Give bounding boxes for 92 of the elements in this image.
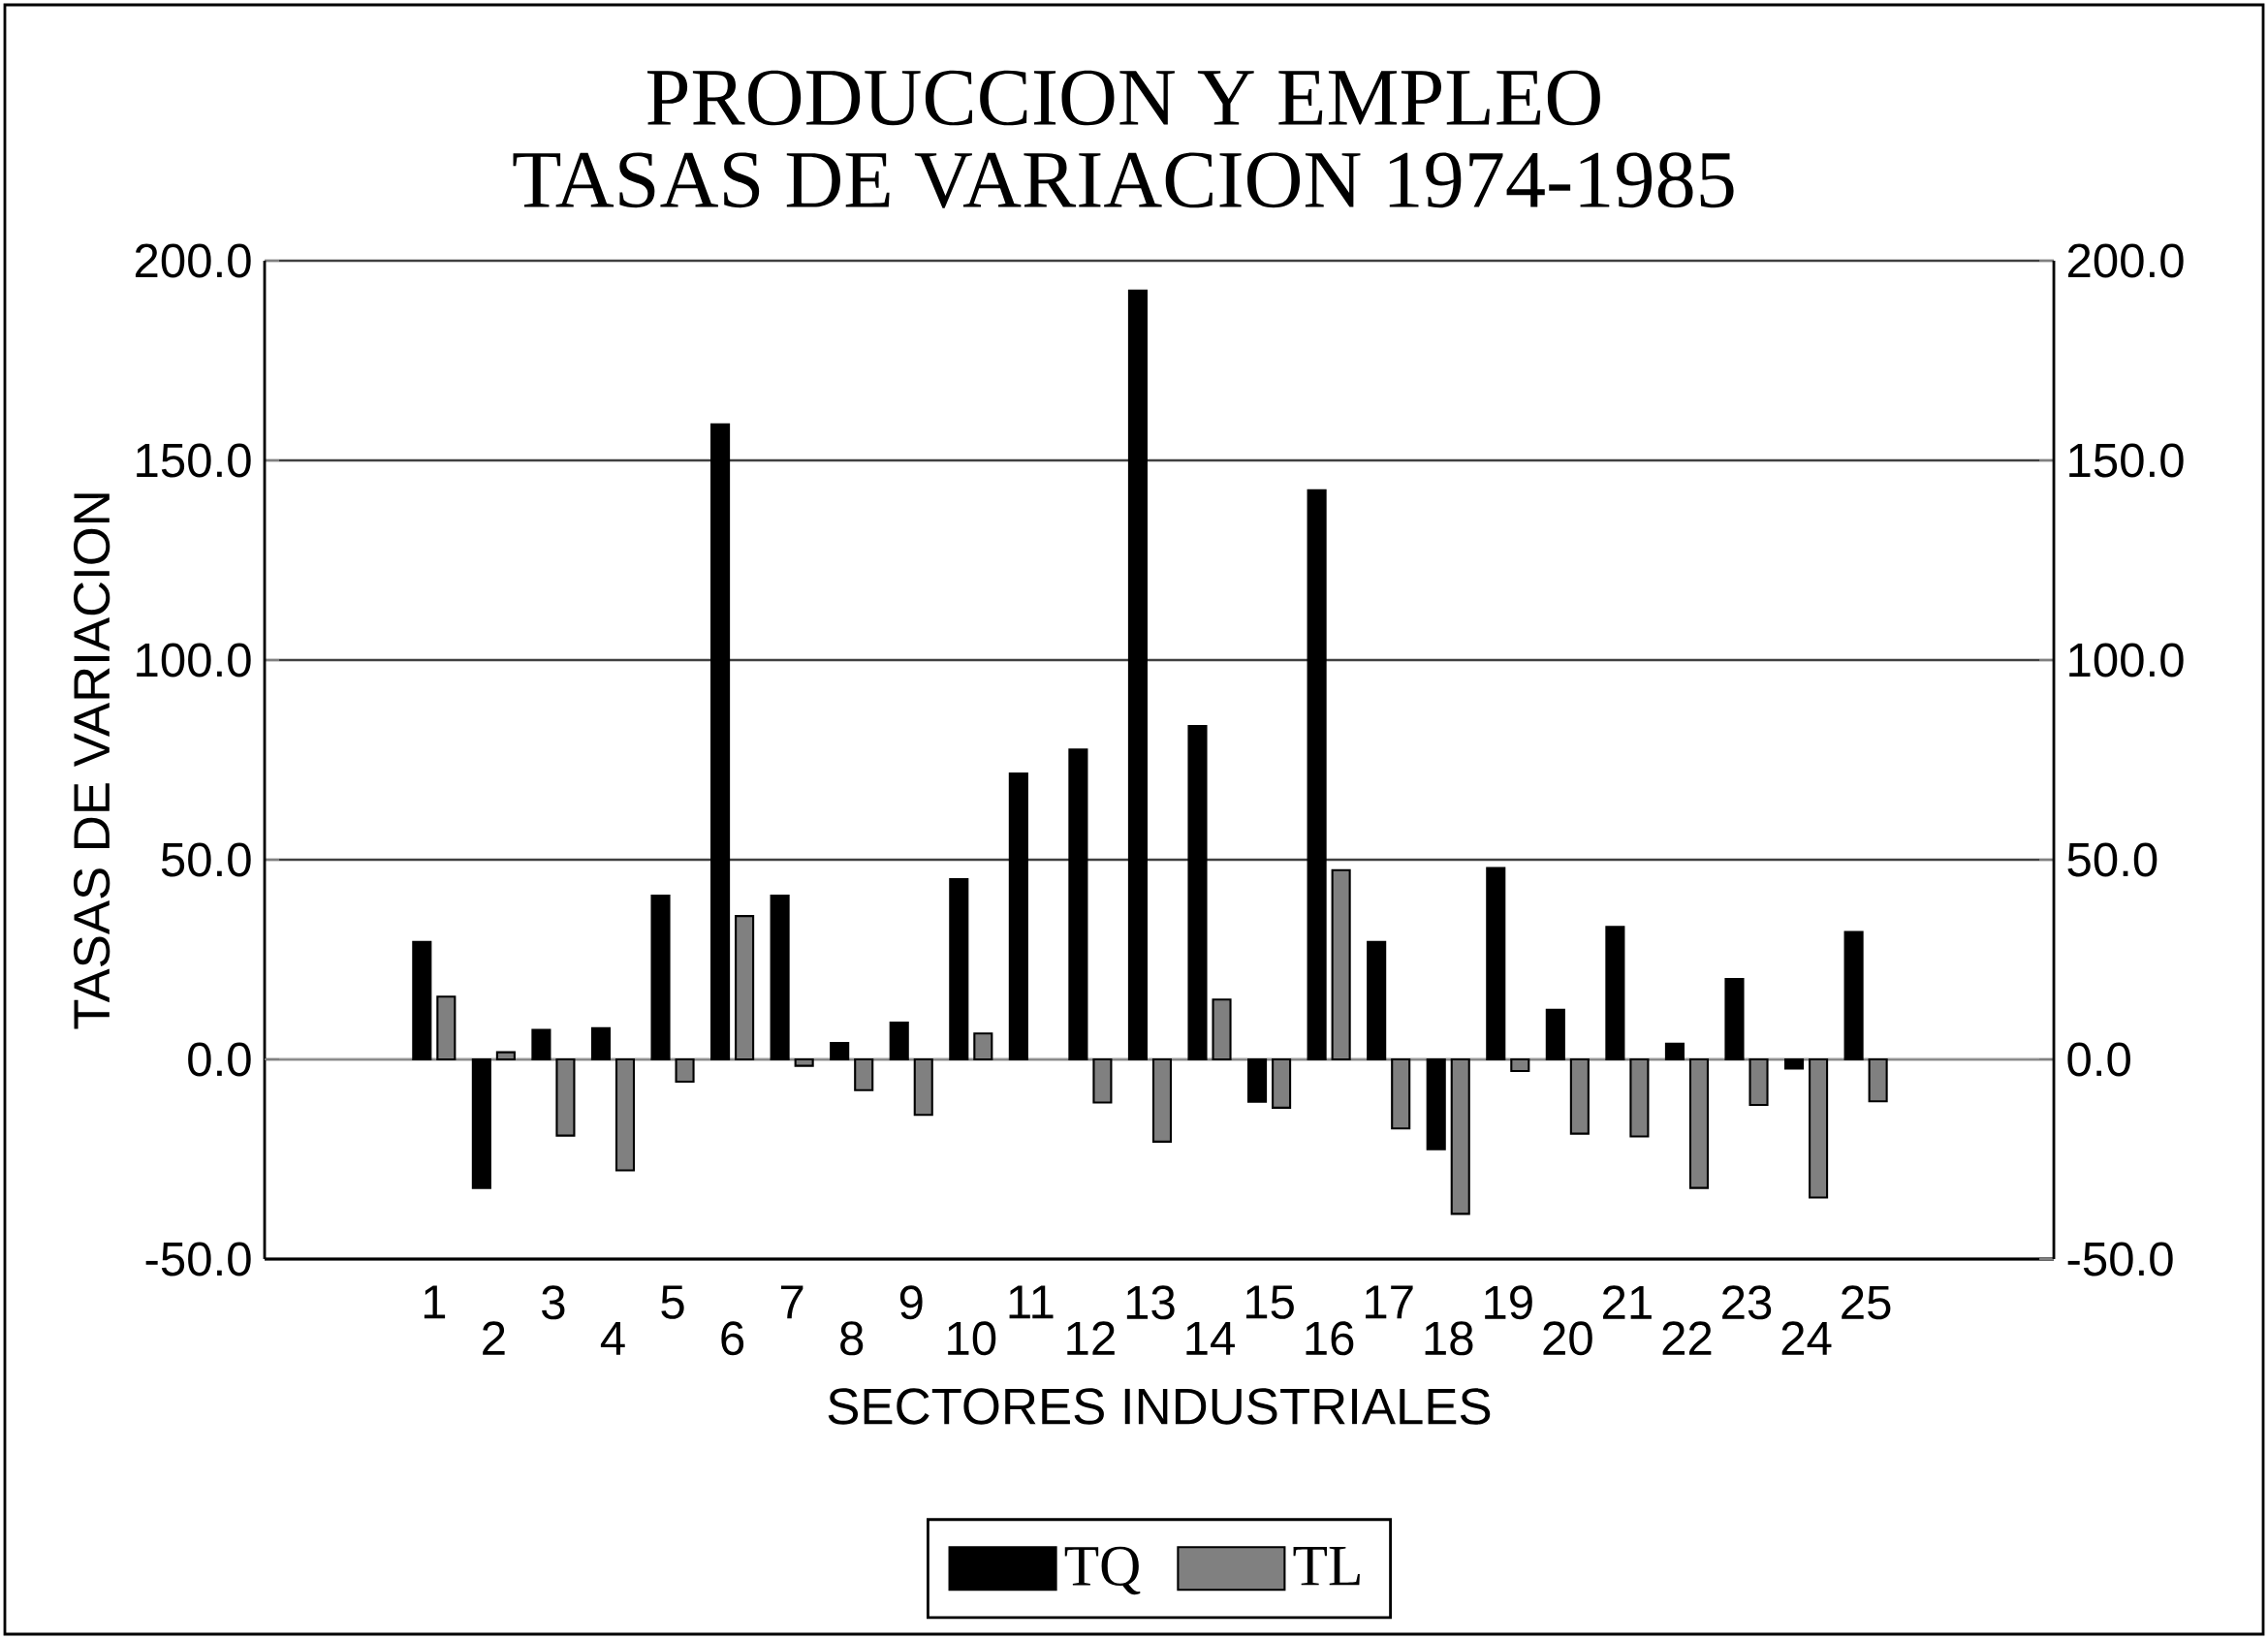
bar [949,878,969,1061]
x-tick-label: 5 [661,1285,684,1319]
bar [675,1057,695,1084]
x-tick-label: 24 [1781,1321,1832,1355]
chart-title: PRODUCCION Y EMPLEO [647,70,1600,126]
x-tick-label: 16 [1306,1321,1354,1356]
x-tick-label: 2 [483,1321,505,1355]
x-axis-title: SECTORES INDUSTRIALES [828,1388,1491,1425]
bar [1664,1042,1685,1061]
y2-tick-label: 200.0 [2067,243,2184,278]
x-tick-label: 11 [1009,1285,1054,1319]
bar [1486,867,1506,1061]
legend-label: TL [1293,1547,1360,1586]
bar [1331,868,1351,1061]
bar [1783,1057,1805,1070]
y-axis-title: TASAS DE VARIACION [73,493,110,1029]
x-tick-label: 25 [1842,1285,1891,1320]
y2-tick-label: 150.0 [2069,443,2184,478]
x-tick-label: 12 [1067,1321,1115,1355]
bar [1868,1057,1888,1103]
y2-tick-label: 50.0 [2067,842,2158,877]
y2-tick-label: -50.0 [2067,1242,2173,1277]
bar [1748,1057,1769,1107]
x-tick-label: 23 [1722,1285,1772,1320]
y2-tick-label: 100.0 [2069,643,2184,678]
legend-label: TQ [1064,1546,1141,1595]
y-tick-label: 0.0 [188,1042,251,1077]
bar [650,895,671,1061]
bar [973,1032,993,1061]
bar [1212,998,1232,1061]
x-tick-label: 8 [840,1321,864,1356]
x-tick-label: 17 [1366,1285,1413,1319]
bar [1367,940,1387,1061]
bar [1450,1057,1470,1215]
x-tick-label: 22 [1662,1321,1712,1355]
bar [913,1057,933,1117]
bar [1272,1057,1292,1109]
y-tick-label: 200.0 [135,243,251,278]
bar [412,940,432,1061]
bar [710,423,731,1061]
chart-subtitle: TASAS DE VARIACION 1974-1985 [513,152,1734,208]
bar [1151,1057,1173,1143]
y2-tick-label: 0.0 [2067,1042,2130,1077]
bar [1545,1008,1565,1061]
bar [531,1028,551,1061]
x-tick-label: 1 [424,1285,446,1319]
x-tick-label: 19 [1485,1285,1532,1320]
bar [471,1057,491,1189]
bar [735,915,755,1061]
bar [436,995,457,1061]
x-tick-label: 9 [899,1285,923,1320]
bar [1605,926,1625,1061]
x-tick-label: 7 [780,1285,803,1319]
bar [555,1057,576,1137]
bar [1629,1057,1650,1138]
bar [495,1051,516,1061]
x-tick-label: 10 [948,1321,996,1356]
x-tick-label: 3 [542,1285,565,1320]
x-tick-label: 15 [1245,1285,1294,1319]
y-tick-label: 100.0 [137,643,251,678]
bar [1127,289,1148,1061]
bar [854,1057,874,1091]
bar [1187,724,1208,1061]
x-tick-label: 21 [1603,1285,1652,1319]
bar [1247,1057,1268,1103]
x-tick-label: 4 [600,1321,625,1355]
bar [1307,489,1327,1061]
x-tick-label: 13 [1126,1285,1175,1320]
bar [1809,1057,1829,1199]
bar [1008,772,1028,1061]
x-tick-label: 6 [721,1321,744,1356]
bar [1068,748,1088,1061]
bar [1569,1057,1590,1135]
bar [889,1022,909,1061]
x-tick-label: 14 [1186,1321,1235,1355]
y-tick-label: 50.0 [161,842,251,877]
bar [1724,978,1745,1061]
bar [794,1057,814,1067]
bar [770,895,790,1061]
bar [1092,1057,1113,1104]
x-tick-label: 20 [1543,1321,1592,1356]
bar [1426,1057,1446,1150]
bar [1391,1057,1411,1130]
bar [614,1057,636,1172]
y-tick-label: -50.0 [145,1242,251,1277]
bar [1843,930,1864,1061]
bar [1510,1057,1530,1072]
bar [590,1026,612,1061]
y-tick-label: 150.0 [137,443,251,478]
x-tick-label: 18 [1425,1321,1473,1356]
bar [1688,1057,1710,1189]
bar [830,1042,850,1061]
